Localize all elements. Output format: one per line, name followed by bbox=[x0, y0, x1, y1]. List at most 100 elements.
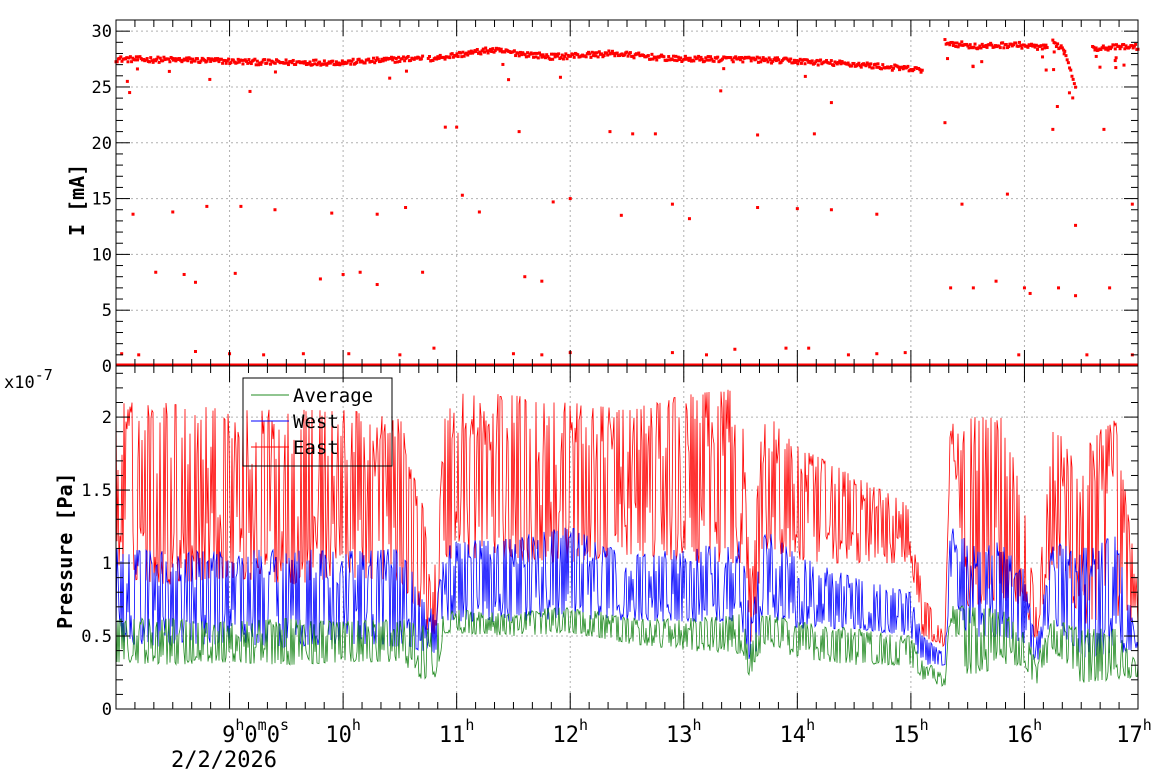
current-point bbox=[358, 270, 362, 274]
current-point bbox=[158, 56, 162, 60]
current-point bbox=[460, 193, 464, 197]
current-point bbox=[716, 55, 720, 59]
current-point bbox=[594, 54, 598, 58]
current-point bbox=[994, 279, 998, 283]
legend: Average West East bbox=[242, 377, 393, 467]
current-point bbox=[949, 286, 953, 290]
current-point bbox=[432, 346, 436, 350]
current-point bbox=[721, 57, 725, 61]
current-point bbox=[626, 54, 630, 58]
current-point bbox=[754, 57, 758, 61]
x-tick-label: 17h bbox=[1116, 716, 1152, 748]
current-point bbox=[171, 210, 175, 214]
current-point bbox=[262, 353, 266, 357]
current-point bbox=[498, 49, 502, 53]
current-point bbox=[650, 52, 654, 56]
current-point bbox=[540, 55, 544, 59]
current-point bbox=[255, 59, 259, 63]
current-point bbox=[1052, 68, 1056, 72]
current-point bbox=[1051, 38, 1055, 42]
current-point bbox=[1028, 291, 1032, 295]
current-point bbox=[448, 56, 452, 60]
current-point bbox=[565, 57, 569, 61]
current-point bbox=[303, 60, 307, 64]
current-point bbox=[1059, 44, 1063, 48]
current-point bbox=[978, 44, 982, 48]
legend-entry: Average bbox=[293, 385, 373, 407]
current-point bbox=[1054, 45, 1058, 49]
current-point bbox=[374, 58, 378, 62]
current-point bbox=[563, 54, 567, 58]
current-point bbox=[1040, 47, 1044, 51]
current-point bbox=[1004, 42, 1008, 46]
current-point bbox=[381, 59, 385, 63]
current-point bbox=[193, 280, 197, 284]
current-point bbox=[118, 56, 122, 60]
current-point bbox=[1039, 44, 1043, 48]
current-panel-frame bbox=[115, 19, 1139, 367]
current-point bbox=[954, 44, 958, 48]
current-point bbox=[511, 352, 515, 356]
current-point bbox=[688, 56, 692, 60]
current-point bbox=[609, 51, 613, 55]
current-point bbox=[676, 55, 680, 59]
current-point bbox=[828, 61, 832, 65]
legend-box bbox=[242, 377, 393, 467]
current-point bbox=[1110, 45, 1114, 49]
current-point bbox=[1060, 46, 1064, 50]
current-point bbox=[538, 51, 542, 55]
current-point bbox=[1093, 48, 1097, 52]
current-point bbox=[419, 57, 423, 61]
current-point bbox=[756, 60, 760, 64]
current-point bbox=[799, 61, 803, 65]
current-point bbox=[876, 62, 880, 66]
current-point bbox=[632, 56, 636, 60]
current-point bbox=[302, 61, 306, 65]
current-point bbox=[803, 62, 807, 66]
current-point bbox=[868, 65, 872, 69]
current-point bbox=[409, 58, 413, 62]
current-y-tick-label: 5 bbox=[102, 301, 112, 321]
current-point bbox=[321, 62, 325, 66]
current-point bbox=[376, 57, 380, 61]
current-point bbox=[604, 51, 608, 55]
current-point bbox=[1053, 41, 1057, 45]
current-point bbox=[554, 52, 558, 56]
current-point bbox=[738, 58, 742, 62]
current-point bbox=[813, 61, 817, 65]
current-point bbox=[523, 53, 527, 57]
current-point bbox=[589, 55, 593, 59]
current-point bbox=[693, 55, 697, 59]
current-point bbox=[1114, 66, 1118, 70]
current-point bbox=[174, 59, 178, 63]
current-point bbox=[646, 54, 650, 58]
current-point bbox=[859, 65, 863, 69]
current-point bbox=[486, 51, 490, 55]
current-point bbox=[733, 347, 737, 351]
current-point bbox=[622, 53, 626, 57]
current-point bbox=[394, 56, 398, 60]
current-point bbox=[177, 57, 181, 61]
current-point bbox=[1102, 127, 1106, 131]
x-tick-label: 12h bbox=[552, 716, 588, 748]
pressure-y-tick-label: 0.5 bbox=[81, 627, 112, 647]
current-point bbox=[903, 351, 907, 355]
current-point bbox=[1057, 286, 1061, 290]
current-point bbox=[182, 272, 186, 276]
current-point bbox=[971, 65, 975, 69]
current-point bbox=[874, 62, 878, 66]
current-point bbox=[254, 63, 258, 67]
current-point bbox=[1042, 43, 1046, 47]
current-panel: 0 5 10 15 20 25 30 bbox=[92, 19, 1140, 377]
current-point bbox=[807, 346, 811, 350]
current-point bbox=[1100, 46, 1104, 50]
current-point bbox=[523, 275, 527, 279]
current-point bbox=[1033, 45, 1037, 49]
current-point bbox=[889, 65, 893, 69]
current-point bbox=[760, 58, 764, 62]
current-point bbox=[119, 55, 123, 59]
current-point bbox=[697, 54, 701, 58]
current-point bbox=[322, 59, 326, 63]
current-point bbox=[1055, 105, 1059, 109]
